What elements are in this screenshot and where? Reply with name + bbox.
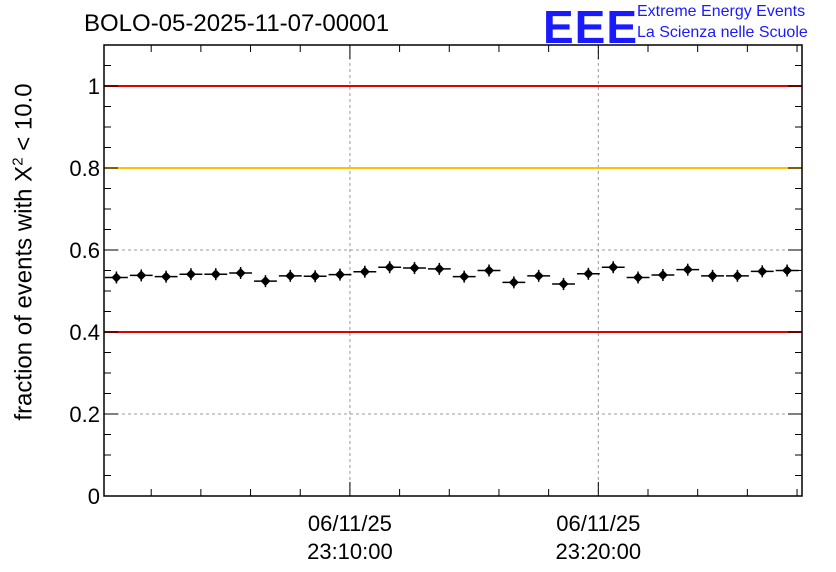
data-point [310, 271, 321, 282]
data-point [334, 269, 345, 280]
logo-caption-line2: La Scienza nelle Scuole [637, 24, 808, 41]
logo-caption-line1: Extreme Energy Events [637, 3, 806, 20]
data-point [136, 270, 147, 281]
y-tick-label: 0.8 [69, 156, 100, 181]
y-tick-label: 0 [88, 484, 100, 509]
data-point [484, 265, 495, 276]
data-point [210, 269, 221, 280]
data-point [459, 271, 470, 282]
x-tick-label-time: 23:20:00 [555, 539, 641, 564]
data-point [707, 270, 718, 281]
data-point [409, 263, 420, 274]
data-point [633, 272, 644, 283]
data-point [682, 264, 693, 275]
data-point [384, 262, 395, 273]
x-tick-label-date: 06/11/25 [308, 511, 392, 536]
x-tick-label-time: 23:10:00 [307, 539, 393, 564]
data-point [533, 270, 544, 281]
data-point [558, 279, 569, 290]
data-point [657, 270, 668, 281]
data-point [583, 268, 594, 279]
plot-frame [103, 44, 803, 497]
data-point [782, 265, 793, 276]
y-tick-label: 0.2 [69, 402, 100, 427]
data-point [359, 266, 370, 277]
y-tick-label: 0.6 [69, 238, 100, 263]
data-point [732, 270, 743, 281]
x-tick-label-date: 06/11/25 [556, 511, 640, 536]
chart-title: BOLO-05-2025-11-07-00001 [84, 10, 390, 37]
y-tick-label: 0.4 [69, 320, 100, 345]
data-point [757, 266, 768, 277]
data-point [285, 270, 296, 281]
data-point [608, 262, 619, 273]
data-point [260, 276, 271, 287]
data-point [185, 269, 196, 280]
data-point [434, 263, 445, 274]
data-point [161, 271, 172, 282]
data-point [111, 272, 122, 283]
data-point [508, 277, 519, 288]
y-tick-label: 1 [88, 74, 100, 99]
data-point [235, 267, 246, 278]
